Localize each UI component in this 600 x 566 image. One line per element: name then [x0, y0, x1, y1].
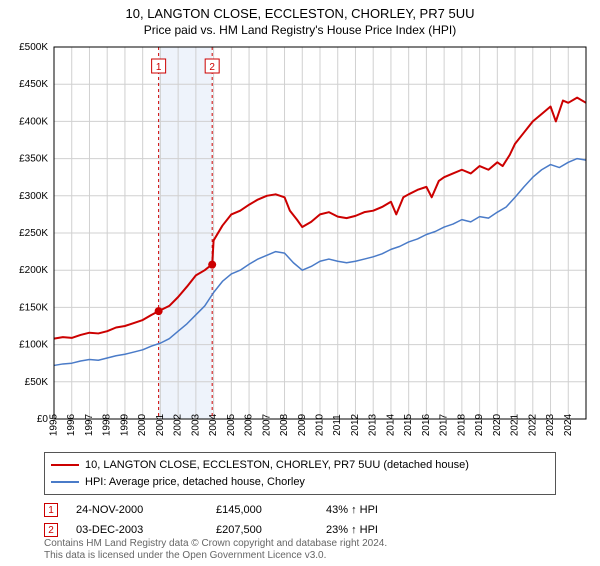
- svg-text:£150K: £150K: [19, 302, 48, 313]
- legend: 10, LANGTON CLOSE, ECCLESTON, CHORLEY, P…: [44, 452, 556, 495]
- svg-text:2009: 2009: [297, 413, 308, 436]
- transaction-row: 2 03-DEC-2003 £207,500 23% ↑ HPI: [44, 520, 446, 540]
- svg-text:£250K: £250K: [19, 228, 48, 239]
- transaction-pct: 23% ↑ HPI: [326, 524, 446, 536]
- svg-text:2002: 2002: [173, 413, 184, 436]
- svg-text:2003: 2003: [190, 413, 201, 436]
- svg-text:2023: 2023: [545, 413, 556, 436]
- svg-text:£400K: £400K: [19, 116, 48, 127]
- svg-text:2020: 2020: [492, 413, 503, 436]
- chart-subtitle: Price paid vs. HM Land Registry's House …: [0, 23, 600, 37]
- svg-text:£450K: £450K: [19, 79, 48, 90]
- svg-text:£200K: £200K: [19, 265, 48, 276]
- svg-text:1998: 1998: [102, 413, 113, 436]
- svg-text:1997: 1997: [84, 413, 95, 436]
- transactions-table: 1 24-NOV-2000 £145,000 43% ↑ HPI 2 03-DE…: [44, 500, 446, 540]
- transaction-date: 24-NOV-2000: [76, 504, 216, 516]
- transaction-row: 1 24-NOV-2000 £145,000 43% ↑ HPI: [44, 500, 446, 520]
- svg-text:2014: 2014: [385, 413, 396, 436]
- svg-text:2015: 2015: [403, 413, 414, 436]
- svg-text:1999: 1999: [119, 413, 130, 436]
- svg-text:2012: 2012: [350, 413, 361, 436]
- attribution: Contains HM Land Registry data © Crown c…: [44, 538, 387, 562]
- svg-text:2: 2: [209, 62, 215, 73]
- attribution-line2: This data is licensed under the Open Gov…: [44, 550, 387, 562]
- svg-text:2010: 2010: [315, 413, 326, 436]
- svg-text:2011: 2011: [332, 414, 343, 436]
- svg-text:2008: 2008: [279, 413, 290, 436]
- svg-text:£100K: £100K: [19, 340, 48, 351]
- svg-text:1: 1: [156, 62, 162, 73]
- legend-row-property: 10, LANGTON CLOSE, ECCLESTON, CHORLEY, P…: [51, 457, 549, 474]
- transaction-badge: 2: [44, 523, 58, 537]
- legend-row-hpi: HPI: Average price, detached house, Chor…: [51, 474, 549, 491]
- svg-text:2019: 2019: [474, 413, 485, 436]
- legend-swatch-hpi: [51, 481, 79, 483]
- svg-text:£500K: £500K: [19, 43, 48, 53]
- chart-area: £0 £50K £100K £150K £200K £250K £300K £350K £400…: [0, 43, 600, 443]
- svg-text:2013: 2013: [368, 413, 379, 436]
- legend-label-property: 10, LANGTON CLOSE, ECCLESTON, CHORLEY, P…: [85, 457, 469, 474]
- svg-text:2024: 2024: [563, 413, 574, 436]
- svg-text:£350K: £350K: [19, 154, 48, 165]
- svg-text:2000: 2000: [137, 413, 148, 436]
- transaction-price: £145,000: [216, 504, 326, 516]
- svg-text:2018: 2018: [456, 413, 467, 436]
- svg-text:2007: 2007: [261, 413, 272, 436]
- svg-text:2005: 2005: [226, 413, 237, 436]
- chart-title: 10, LANGTON CLOSE, ECCLESTON, CHORLEY, P…: [0, 6, 600, 21]
- svg-text:2006: 2006: [244, 413, 255, 436]
- transaction-pct: 43% ↑ HPI: [326, 504, 446, 516]
- transaction-date: 03-DEC-2003: [76, 524, 216, 536]
- transaction-badge: 1: [44, 503, 58, 517]
- legend-swatch-property: [51, 464, 79, 466]
- svg-text:2016: 2016: [421, 413, 432, 436]
- price-chart: £0 £50K £100K £150K £200K £250K £300K £350K £400…: [0, 43, 600, 443]
- legend-label-hpi: HPI: Average price, detached house, Chor…: [85, 474, 305, 491]
- svg-text:2017: 2017: [439, 413, 450, 436]
- svg-text:2001: 2001: [155, 413, 166, 436]
- svg-text:2004: 2004: [208, 413, 219, 436]
- attribution-line1: Contains HM Land Registry data © Crown c…: [44, 538, 387, 550]
- transaction-price: £207,500: [216, 524, 326, 536]
- svg-text:£0: £0: [37, 414, 49, 425]
- svg-text:2021: 2021: [510, 413, 521, 436]
- svg-text:£300K: £300K: [19, 191, 48, 202]
- svg-text:2022: 2022: [527, 413, 538, 436]
- svg-text:1996: 1996: [66, 413, 77, 436]
- svg-text:£50K: £50K: [25, 377, 49, 388]
